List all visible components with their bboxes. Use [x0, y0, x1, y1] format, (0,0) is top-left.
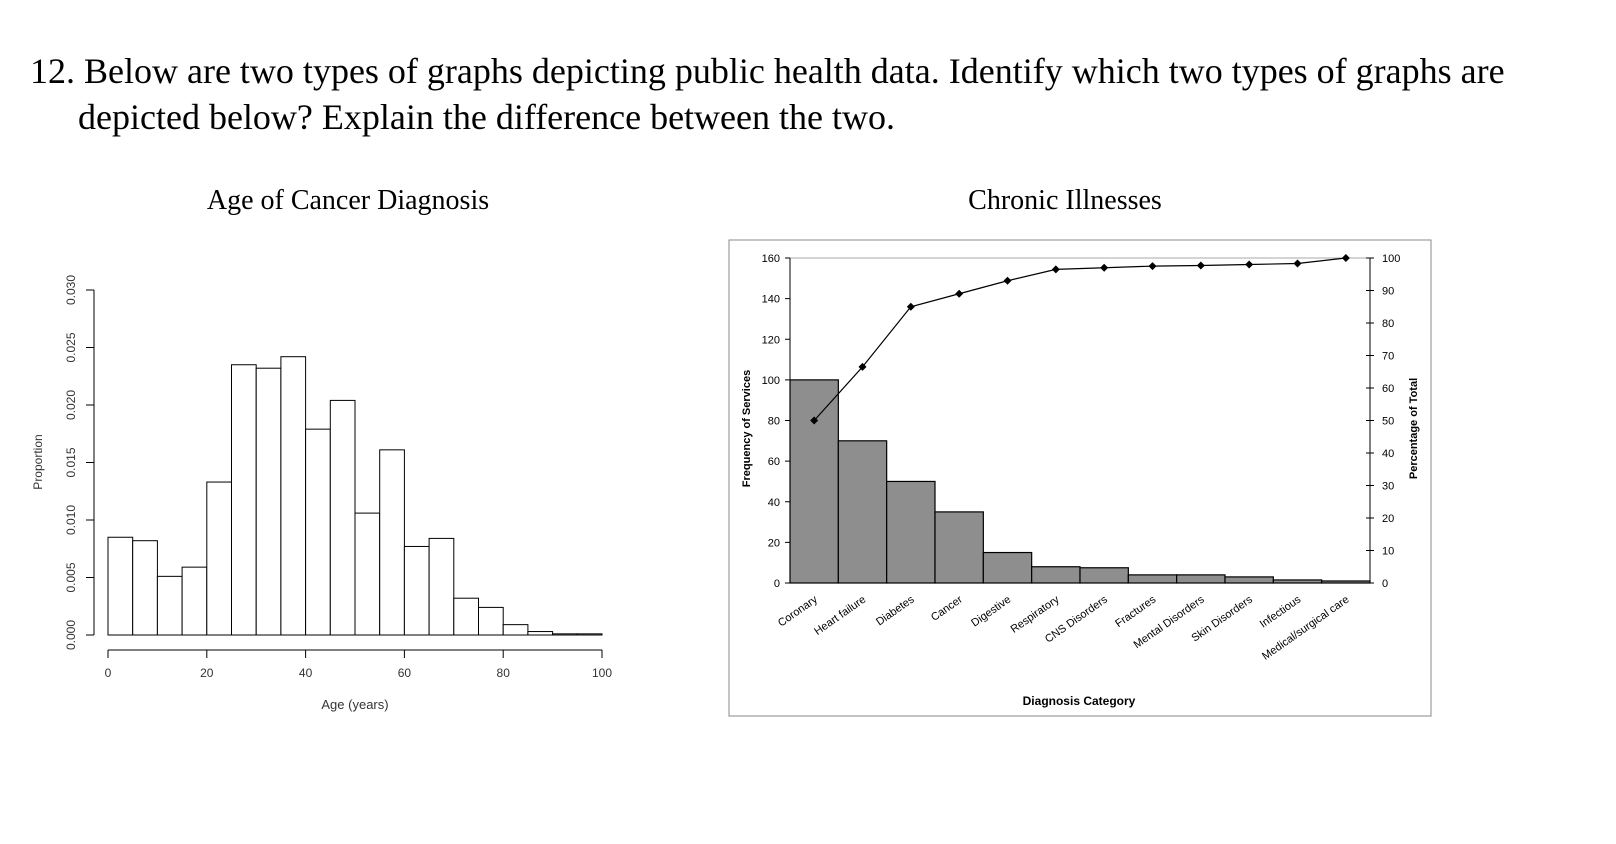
cumulative-marker: [1148, 262, 1157, 271]
pareto-bar: [1224, 576, 1274, 584]
left-tick-label: 0: [774, 578, 780, 590]
left-tick-label: 60: [768, 456, 780, 468]
right-tick-label: 80: [1382, 318, 1394, 330]
cumulative-marker: [1051, 265, 1060, 274]
histogram-bar: [132, 540, 158, 636]
cumulative-marker: [1293, 259, 1302, 268]
pareto-bar: [1031, 566, 1081, 584]
histogram-bar: [354, 512, 381, 636]
y-tick-label: 0.025: [64, 332, 78, 362]
pareto-bar: [1127, 574, 1178, 584]
x-tick-label: 100: [592, 666, 612, 680]
histogram-bar: [305, 428, 331, 636]
x-tick-label: 40: [299, 666, 313, 680]
pareto-bar: [982, 551, 1033, 584]
question-number: 12.: [30, 51, 75, 91]
cumulative-marker: [955, 289, 964, 298]
right-tick-label: 0: [1382, 578, 1388, 590]
histogram-bar: [576, 633, 603, 636]
cumulative-marker: [810, 416, 819, 425]
cumulative-marker: [858, 362, 867, 371]
question-line-2: depicted below? Explain the difference b…: [78, 97, 895, 137]
histogram-bar: [255, 367, 282, 636]
right-tick-label: 60: [1382, 383, 1394, 395]
histogram-bar: [502, 624, 529, 636]
histogram-bar: [107, 536, 134, 636]
pareto-bar: [789, 379, 839, 584]
x-tick-label: 80: [497, 666, 511, 680]
histogram-bar: [280, 356, 307, 636]
left-tick-label: 140: [762, 294, 780, 306]
y-tick-label: 0.010: [64, 505, 78, 535]
left-tick-label: 80: [768, 416, 780, 428]
x-axis-label: Diagnosis Category: [1023, 694, 1136, 708]
histogram-bar: [231, 364, 257, 636]
histogram-bar: [156, 575, 183, 636]
right-tick-label: 70: [1382, 351, 1394, 363]
histogram-chart: 0.000 0.005 0.010 0.015 0.020 0.025 0.030 Propo…: [31, 275, 612, 712]
right-tick-label: 90: [1382, 286, 1394, 298]
right-tick-label: 30: [1382, 481, 1394, 493]
pareto-bar: [837, 440, 888, 584]
y-axis-label: Proportion: [31, 434, 45, 489]
pareto-bar: [1176, 574, 1226, 584]
right-tick-label: 50: [1382, 416, 1394, 428]
histogram-bar: [181, 566, 208, 636]
histogram-bar: [453, 597, 479, 636]
histogram-bar: [478, 606, 504, 636]
right-axis-label: Percentage of Total: [1408, 378, 1420, 479]
histogram-bar: [527, 631, 554, 636]
histogram-bar: [403, 545, 430, 636]
pareto-bar: [1079, 567, 1129, 584]
cumulative-line: [813, 257, 1346, 421]
y-tick-label: 0.015: [64, 447, 78, 477]
x-axis-label: Age (years): [321, 697, 388, 712]
left-tick-label: 20: [768, 537, 780, 549]
pareto-title: Chronic Illnesses: [968, 185, 1162, 216]
histogram-bar: [428, 537, 455, 636]
y-tick-label: 0.005: [64, 562, 78, 592]
left-tick-label: 100: [762, 375, 780, 387]
left-tick-label: 120: [762, 334, 780, 346]
cumulative-marker: [1341, 254, 1350, 262]
y-tick-label: 0.030: [64, 275, 78, 305]
left-axis-label: Frequency of Services: [741, 370, 753, 487]
right-tick-label: 40: [1382, 448, 1394, 460]
question-line-1: 12. Below are two types of graphs depict…: [30, 48, 1590, 94]
cumulative-marker: [1245, 260, 1254, 269]
cumulative-marker: [1196, 261, 1205, 270]
histogram-bar: [206, 481, 233, 636]
left-tick-label: 40: [768, 497, 780, 509]
pareto-bar: [934, 511, 984, 584]
right-tick-label: 100: [1382, 253, 1400, 265]
right-tick-label: 10: [1382, 546, 1394, 558]
histogram-bar: [379, 449, 405, 636]
cumulative-marker: [1003, 276, 1012, 285]
cumulative-marker: [1100, 263, 1109, 272]
question-text: 12. Below are two types of graphs depict…: [30, 48, 1590, 140]
x-tick-label: 0: [105, 666, 112, 680]
histogram-bar: [329, 399, 356, 636]
right-tick-label: 20: [1382, 513, 1394, 525]
cumulative-marker: [906, 302, 915, 311]
pareto-bar: [886, 480, 936, 584]
x-tick-label: 60: [398, 666, 412, 680]
histogram-bar: [552, 633, 578, 636]
left-tick-label: 160: [762, 253, 780, 265]
question-line-1-text: Below are two types of graphs depicting …: [84, 51, 1505, 91]
y-tick-label: 0.000: [64, 620, 78, 650]
histogram-title: Age of Cancer Diagnosis: [206, 185, 490, 216]
y-tick-label: 0.020: [64, 390, 78, 420]
x-tick-label: 20: [200, 666, 214, 680]
